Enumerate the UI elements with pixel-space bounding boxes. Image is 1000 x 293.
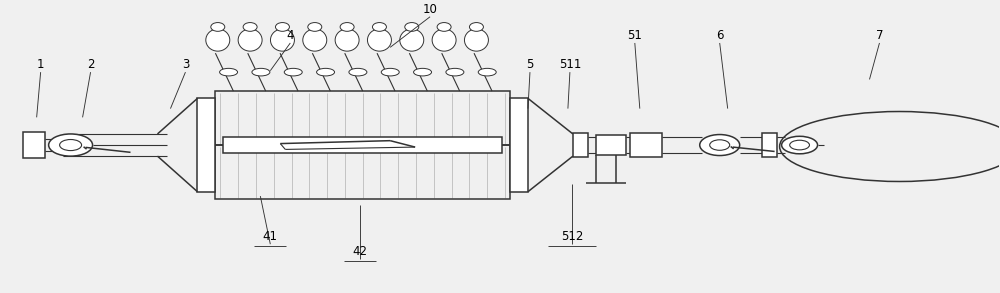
- Text: 7: 7: [876, 29, 883, 42]
- Ellipse shape: [220, 68, 238, 76]
- Bar: [762, 133, 777, 157]
- Ellipse shape: [252, 68, 270, 76]
- Bar: [215, 145, 510, 199]
- Text: 3: 3: [182, 58, 189, 71]
- Text: 41: 41: [263, 230, 278, 243]
- Ellipse shape: [211, 23, 225, 31]
- Ellipse shape: [478, 68, 496, 76]
- Ellipse shape: [275, 23, 289, 31]
- Text: 4: 4: [287, 29, 294, 42]
- Ellipse shape: [60, 139, 82, 151]
- Bar: [630, 133, 662, 157]
- Bar: [573, 133, 588, 157]
- Text: 10: 10: [423, 3, 438, 16]
- Ellipse shape: [367, 29, 391, 51]
- Text: 511: 511: [559, 58, 581, 71]
- Ellipse shape: [206, 29, 230, 51]
- Ellipse shape: [308, 23, 322, 31]
- Ellipse shape: [432, 29, 456, 51]
- Ellipse shape: [700, 134, 740, 156]
- Bar: [223, 137, 502, 153]
- Ellipse shape: [349, 68, 367, 76]
- Ellipse shape: [238, 29, 262, 51]
- Ellipse shape: [284, 68, 302, 76]
- Ellipse shape: [790, 140, 809, 150]
- Ellipse shape: [414, 68, 432, 76]
- Bar: [197, 98, 215, 192]
- Ellipse shape: [243, 23, 257, 31]
- Bar: [510, 98, 528, 192]
- Ellipse shape: [446, 68, 464, 76]
- Text: 6: 6: [716, 29, 723, 42]
- Ellipse shape: [400, 29, 424, 51]
- Ellipse shape: [405, 23, 419, 31]
- Ellipse shape: [270, 29, 294, 51]
- Ellipse shape: [710, 140, 730, 150]
- Bar: [23, 132, 45, 158]
- Ellipse shape: [437, 23, 451, 31]
- Text: 42: 42: [353, 245, 368, 258]
- Ellipse shape: [340, 23, 354, 31]
- Ellipse shape: [782, 136, 818, 154]
- Ellipse shape: [464, 29, 488, 51]
- Text: 51: 51: [627, 29, 642, 42]
- Ellipse shape: [381, 68, 399, 76]
- Text: 2: 2: [87, 58, 94, 71]
- Ellipse shape: [49, 134, 93, 156]
- Ellipse shape: [317, 68, 335, 76]
- Ellipse shape: [335, 29, 359, 51]
- Bar: [215, 91, 510, 145]
- Ellipse shape: [303, 29, 327, 51]
- Bar: [596, 135, 626, 155]
- Ellipse shape: [372, 23, 386, 31]
- Text: 1: 1: [37, 58, 44, 71]
- Ellipse shape: [469, 23, 483, 31]
- Text: 512: 512: [561, 230, 583, 243]
- Text: 5: 5: [526, 58, 534, 71]
